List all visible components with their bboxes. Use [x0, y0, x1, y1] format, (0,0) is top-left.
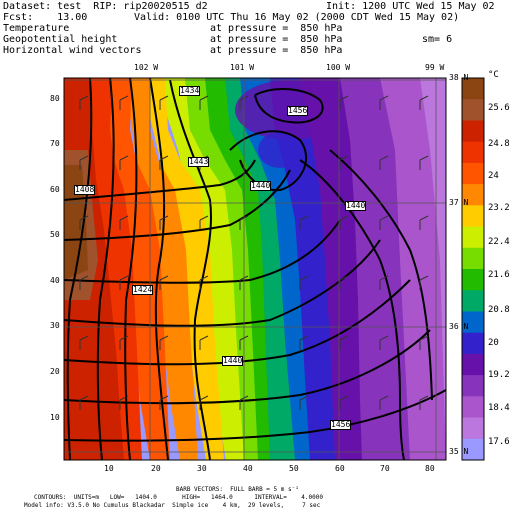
field-level-temperature: at pressure = 850 hPa [210, 23, 343, 34]
lat-label: 38 N [449, 73, 469, 82]
header-valid: Valid: 0100 UTC Thu 16 May 02 (2000 CDT … [134, 12, 460, 23]
contour-label: 1456 [330, 420, 352, 430]
lon-label: 100 W [326, 63, 351, 72]
colorbar-swatch [462, 162, 484, 185]
colorbar-frame [461, 77, 485, 461]
y-tick-label: 20 [50, 367, 60, 376]
colorbar-swatch [462, 226, 484, 249]
x-tick-label: 70 [380, 464, 390, 473]
colorbar-tick: 24.8 [488, 139, 510, 149]
y-tick-label: 80 [50, 94, 60, 103]
contour-label: 1434 [179, 86, 201, 96]
smoothing-label: sm= 6 [422, 34, 453, 45]
colorbar-swatch [462, 417, 484, 440]
lon-label: 102 W [134, 63, 159, 72]
colorbar-tick: 21.6 [488, 270, 510, 280]
y-tick-label: 50 [50, 230, 60, 239]
field-name-temperature: Temperature [3, 23, 70, 34]
x-tick-label: 40 [243, 464, 253, 473]
footer-barb-info: BARB VECTORS: FULL BARB = 5 m s⁻¹ [176, 486, 299, 493]
colorbar-tick: 22.4 [488, 237, 510, 247]
contour-label: 1408 [74, 185, 96, 195]
colorbar-swatch [462, 311, 484, 334]
colorbar-tick: 19.2 [488, 370, 510, 380]
colorbar-tick: 20.8 [488, 305, 510, 315]
y-tick-label: 70 [50, 139, 60, 148]
colorbar-swatch [462, 141, 484, 164]
footer-contour-info: CONTOURS: UNITS=m LOW= 1404.0 HIGH= 1464… [34, 494, 323, 501]
field-name-wind: Horizontal wind vectors [3, 45, 142, 56]
height-contours [64, 78, 446, 460]
y-tick-label: 40 [50, 276, 60, 285]
x-tick-label: 20 [151, 464, 161, 473]
colorbar-swatch [462, 353, 484, 376]
lon-label: 101 W [230, 63, 255, 72]
plot-frame [63, 77, 447, 461]
x-tick-label: 80 [425, 464, 435, 473]
lat-label: 36 N [449, 322, 469, 331]
lat-label: 37 N [449, 198, 469, 207]
field-name-height: Geopotential height [3, 34, 118, 45]
y-tick-label: 30 [50, 321, 60, 330]
colorbar-swatch [462, 332, 484, 355]
colorbar-swatch [462, 247, 484, 270]
colorbar-swatch [462, 184, 484, 206]
header-fcst: Fcst: 13.00 [3, 12, 88, 23]
colorbar-unit: °C [488, 70, 499, 80]
x-tick-label: 30 [197, 464, 207, 473]
colorbar-swatch [462, 78, 484, 100]
colorbar-tick: 25.6 [488, 103, 510, 113]
contour-label: 1424 [132, 285, 154, 295]
field-level-wind: at pressure = 850 hPa [210, 45, 343, 56]
colorbar-tick: 24 [488, 171, 499, 181]
x-tick-label: 10 [104, 464, 114, 473]
x-tick-label: 60 [335, 464, 345, 473]
x-tick-label: 50 [289, 464, 299, 473]
lat-label: 35 N [449, 447, 469, 456]
y-tick-label: 60 [50, 185, 60, 194]
colorbar-swatch [462, 269, 484, 291]
colorbar-swatch [462, 396, 484, 419]
contour-label: 1440 [250, 181, 272, 191]
lon-label: 99 W [425, 63, 445, 72]
contour-label: 1440 [345, 201, 367, 211]
colorbar-swatch [462, 438, 484, 461]
footer-model-info: Model info: V3.5.0 No Cumulus Blackadar … [24, 502, 321, 509]
header-init: Init: 1200 UTC Wed 15 May 02 [326, 1, 495, 12]
colorbar [461, 77, 485, 461]
colorbar-swatch [462, 205, 484, 228]
y-tick-label: 10 [50, 413, 60, 422]
colorbar-swatch [462, 290, 484, 312]
contour-label: 1443 [188, 157, 210, 167]
colorbar-swatch [462, 99, 484, 121]
colorbar-swatch [462, 120, 484, 143]
colorbar-tick: 18.4 [488, 403, 510, 413]
colorbar-tick: 23.2 [488, 203, 510, 213]
contour-label: 1440 [222, 356, 244, 366]
latlon-grid [64, 78, 446, 460]
colorbar-swatch [462, 375, 484, 397]
field-level-height: at pressure = 850 hPa [210, 34, 343, 45]
contour-label: 1456 [287, 106, 309, 116]
colorbar-tick: 17.6 [488, 437, 510, 447]
colorbar-tick: 20 [488, 338, 499, 348]
header-dataset: Dataset: test RIP: rip20020515 d2 [3, 1, 208, 12]
